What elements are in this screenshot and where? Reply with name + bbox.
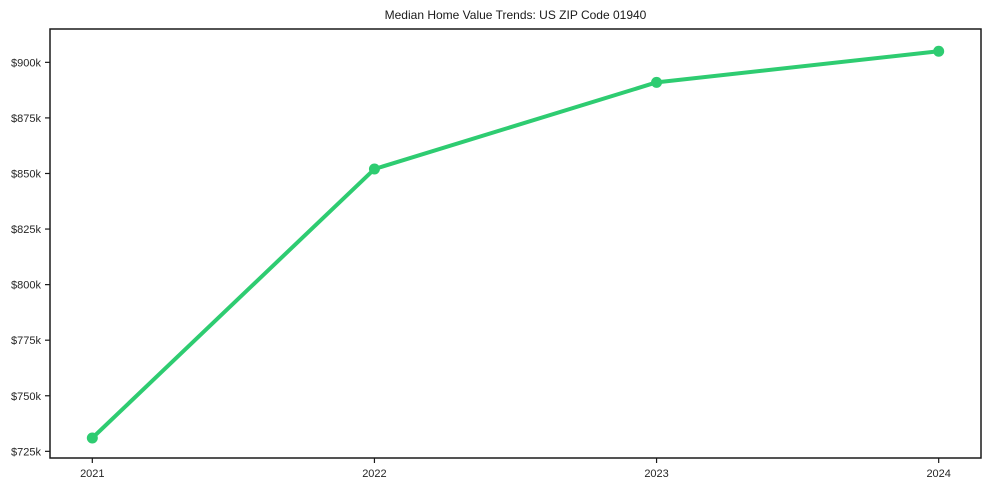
data-point-marker (933, 45, 945, 57)
y-tick-label: $825k (11, 224, 41, 236)
y-tick-label: $775k (11, 335, 41, 347)
x-tick-label: 2022 (362, 468, 386, 480)
y-tick-label: $875k (11, 113, 41, 125)
data-point-marker (86, 432, 98, 444)
x-tick-label: 2024 (926, 468, 950, 480)
y-tick-label: $850k (11, 168, 41, 180)
plot-frame (49, 28, 982, 459)
trend-line (90, 49, 941, 440)
y-tick-label: $900k (11, 57, 41, 69)
y-tick-label: $725k (11, 446, 41, 458)
y-tick-label: $800k (11, 280, 41, 292)
x-tick-label: 2021 (80, 468, 104, 480)
chart-title: Median Home Value Trends: US ZIP Code 01… (384, 8, 647, 22)
data-point-marker (651, 76, 663, 88)
y-tick-label: $750k (11, 391, 41, 403)
x-tick-label: 2023 (644, 468, 668, 480)
data-point-marker (368, 163, 380, 175)
